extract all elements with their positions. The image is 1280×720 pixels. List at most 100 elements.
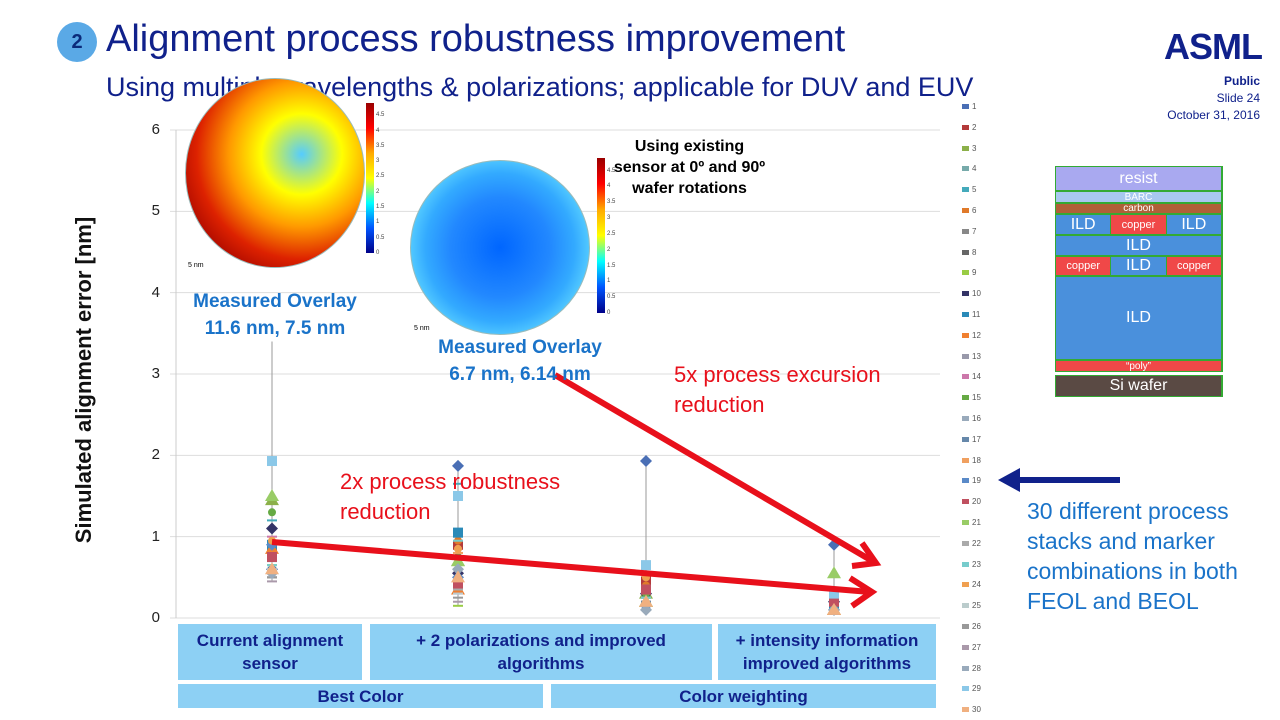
category-current-sensor: Current alignment sensor [178,624,362,680]
layer-label: resist [1056,167,1222,190]
colorbar [597,158,605,313]
point-series-28 [452,563,464,576]
excursion-arrow [553,372,876,565]
point-series-30 [639,594,653,607]
layer-label: copper [1111,215,1167,234]
layer-label: ILD [1056,215,1112,234]
legend-marker-icon [962,665,969,671]
colorbar-tick-label: 0 [607,310,611,316]
existing-sensor-note: Using existing sensor at 0º and 90º wafe… [613,138,766,197]
layer-barc: BARC [1055,191,1223,203]
legend-marker-icon [962,436,969,442]
legend-label: 20 [972,497,981,507]
legend-label: 4 [972,164,977,174]
legend-marker-icon [962,520,969,525]
layer-label: ILD [1111,257,1167,275]
legend-item: 9 [962,268,976,277]
legend-marker-icon [962,187,969,193]
legend-marker-icon [962,353,969,359]
overlay-2-value: 6.7 nm, 6.14 nm [449,364,591,385]
wafer-map-current [185,78,365,268]
legend-marker-icon [962,540,969,546]
legend-marker-icon [962,124,969,130]
point-series-1 [452,459,464,472]
legend-item: 5 [962,185,976,194]
legend-item: 29 [962,684,981,693]
colorbar-tick-label: 1 [607,278,611,285]
legend-marker-icon [962,104,969,109]
layer-label: carbon [1056,203,1222,214]
legend-item: 23 [962,560,981,569]
colorbar-tick-label: 3.5 [376,142,385,149]
arrowhead [848,575,878,609]
legend-item: 25 [962,601,981,610]
robustness-annotation: 2x process robustness reduction [340,469,561,524]
layer-copper-ild: copper ILD copper [1055,256,1223,276]
wafer-map-improved [410,160,590,335]
layer-label: “poly” [1056,361,1222,372]
legend-label: 7 [972,226,977,236]
point-series-20 [453,580,463,591]
point-series-2 [641,576,651,587]
point-series-20 [267,552,277,562]
legend-label: 5 [972,185,977,195]
robustness-arrow [271,539,871,595]
y-tick-label: 1 [151,527,160,545]
legend-marker-icon [962,291,969,297]
overlay-2-title: Measured Overlay [438,337,602,358]
colorbar-tick-label: 3 [376,158,380,165]
group-best-color: Best Color [178,684,543,708]
legend-marker-icon [962,582,969,588]
arrowhead [851,541,882,569]
legend-label: 2 [972,122,977,132]
point-series-11 [453,527,463,538]
classification: Public [1223,74,1260,88]
layer-label: BARC [1056,192,1222,203]
legend-label: 3 [972,143,977,153]
overlay-1-value: 11.6 nm, 7.5 nm [204,318,346,339]
date: October 31, 2016 [1167,108,1260,122]
legend-item: 21 [962,518,981,527]
point-series-29 [641,560,651,571]
category-intensity: + intensity information improved algorit… [718,624,936,680]
legend-marker-icon [962,332,969,338]
point-series-15 [268,508,276,517]
layer-ild-copper: ILD copper ILD [1055,214,1223,235]
colorbar-tick-label: 1.5 [607,262,616,269]
colorbar-tick-label: 0 [376,250,380,256]
legend-item: 15 [962,393,981,402]
legend-item: 16 [962,414,981,423]
legend-label: 25 [972,601,981,611]
legend-marker-icon [962,561,969,567]
legend-item: 3 [962,144,976,153]
legend-marker-icon [962,686,969,692]
legend-marker-icon [962,624,969,629]
wafer-scale: 5 nm [188,262,204,269]
legend-marker-icon [962,208,969,213]
layer-label: ILD [1167,215,1222,234]
legend-label: 9 [972,268,977,278]
colorbar-tick-label: 4 [376,127,380,134]
legend-item: 26 [962,622,981,631]
legend-label: 12 [972,330,981,340]
legend-item: 30 [962,705,981,714]
layer-carbon: carbon [1055,203,1223,214]
legend-item: 13 [962,352,981,361]
legend-label: 17 [972,434,981,444]
layer-label: copper [1056,257,1112,275]
legend-label: 23 [972,559,981,569]
point-series-24 [454,544,462,553]
y-tick-label: 0 [151,609,160,626]
colorbar [366,103,374,253]
colorbar-tick-label: 2 [607,246,611,253]
y-tick-label: 6 [151,121,160,138]
asml-logo: ASML [1164,26,1263,67]
slide-title: Alignment process robustness improvement [106,18,846,60]
legend-marker-icon [962,603,969,609]
legend-label: 6 [972,206,977,215]
layer-label: ILD [1056,236,1222,255]
legend-item: 10 [962,289,981,298]
point-series-29 [829,588,839,599]
legend-label: 19 [972,476,981,486]
